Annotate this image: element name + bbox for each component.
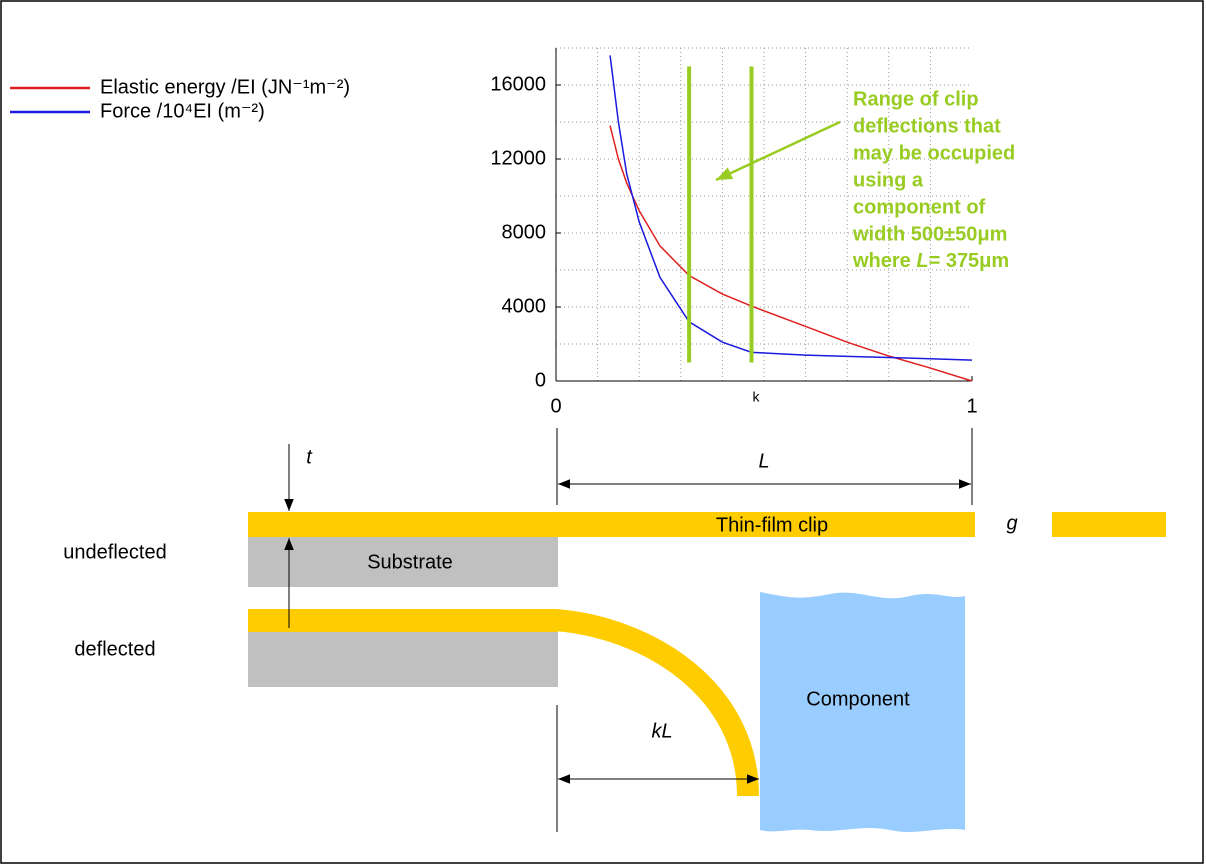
clip-bent [556,620,748,796]
kL-label: kL [651,720,672,742]
substrate-label: Substrate [367,551,453,573]
annotation-text: may be occupied [853,142,1015,164]
component [760,592,965,832]
annotation-text: deflections that [853,115,1001,137]
component-label: Component [806,688,910,710]
substrate [248,632,558,687]
annotation-text: = 375μm [929,250,1010,272]
y-tick-label: 16000 [490,73,546,95]
legend-label: Elastic energy /EI (JN⁻¹m⁻²) [100,76,350,98]
t-label: t [306,446,313,468]
clip-deflected [248,609,558,632]
clip-label: Thin-film clip [716,514,828,536]
y-tick-label: 4000 [502,295,547,317]
x-tick-label: 1 [966,395,977,417]
annotation-text: component of [853,196,986,218]
deflected-label: deflected [74,638,155,660]
y-tick-label: 12000 [490,147,546,169]
clip-next [1052,512,1166,537]
x-axis-label: k [753,389,761,405]
y-tick-label: 0 [535,369,546,391]
legend-label: Force /10⁴EI (m⁻²) [100,100,265,122]
clip-undeflected [248,512,975,537]
annotation-text: width 500±50μm [852,223,1007,245]
figure: Substrate Thin-film clip g undeflected C… [0,0,1206,866]
annotation-text: where L= 375μm [852,250,1009,272]
annotation-text: L [916,250,928,272]
x-tick-label: 0 [550,395,561,417]
annotation-arrow [716,122,840,180]
L-label: L [758,450,769,472]
annotation-text: where [852,250,916,272]
gap-label: g [1006,512,1017,534]
annotation-text: Range of clip [853,88,979,110]
frame [1,1,1203,863]
annotation-text: using a [853,169,924,191]
undeflected-label: undeflected [63,541,166,563]
y-tick-label: 8000 [502,221,547,243]
